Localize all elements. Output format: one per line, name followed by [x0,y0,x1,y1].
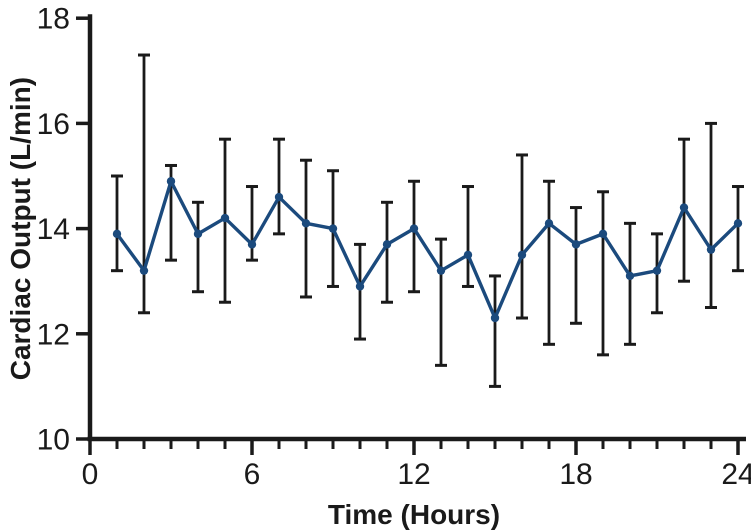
error-bar [435,237,447,367]
data-point-marker [733,219,743,228]
error-bar [624,221,636,346]
x-tick-label: 18 [559,458,592,491]
data-point-marker [247,240,257,249]
x-tick-label: 6 [244,458,261,491]
data-point-marker [436,266,446,275]
data-point-marker [139,266,149,275]
error-bar [408,179,420,294]
y-tick-label: 18 [37,3,70,36]
data-point-marker [679,203,689,212]
data-point-marker [544,219,554,228]
error-bar [516,153,528,320]
error-bar [273,137,285,236]
data-line [115,179,740,320]
data-point-marker [112,229,122,239]
data-point-marker [706,245,716,254]
y-tick-label: 10 [37,424,70,457]
y-tick-label: 16 [37,108,70,141]
error-bar [246,185,258,262]
data-point-marker [409,224,419,233]
x-axis-title: Time (Hours) [328,499,500,530]
error-bar [597,190,609,357]
data-point-marker [328,224,338,233]
error-bar [111,174,123,273]
error-bar [570,206,582,325]
error-bar [300,158,312,299]
error-bars-layer [111,53,744,388]
y-tick-label: 14 [37,213,70,246]
data-point-marker [220,213,230,223]
x-tick-label: 12 [397,458,430,491]
y-axis-title: Cardiac Output (L/min) [5,77,36,380]
error-bar [381,200,393,304]
data-series-layer [112,177,743,323]
data-point-marker [274,192,284,202]
x-tick-label: 24 [721,458,751,491]
data-point-marker [382,240,392,249]
tick-labels-layer: 10 12 14 16 18 0 6 12 18 24 [37,3,751,491]
x-tick-label: 0 [82,458,99,491]
error-bar [489,274,501,388]
data-point-marker [355,282,365,291]
error-bar [732,185,744,273]
data-point-marker [166,177,176,186]
data-point-marker [463,250,473,260]
data-point-marker [490,313,500,323]
y-tick-label: 12 [37,318,70,351]
data-point-marker [517,250,527,260]
axes-layer [76,14,746,455]
error-bar [462,185,474,288]
data-point-marker [193,229,203,239]
data-point-marker [571,240,581,249]
error-bar [543,179,555,346]
error-bar [192,200,204,294]
data-point-marker [652,266,662,275]
error-bar [354,242,366,341]
data-point-marker [598,229,608,239]
error-bar [705,121,717,309]
data-point-marker [625,271,635,281]
data-point-marker [301,219,311,228]
